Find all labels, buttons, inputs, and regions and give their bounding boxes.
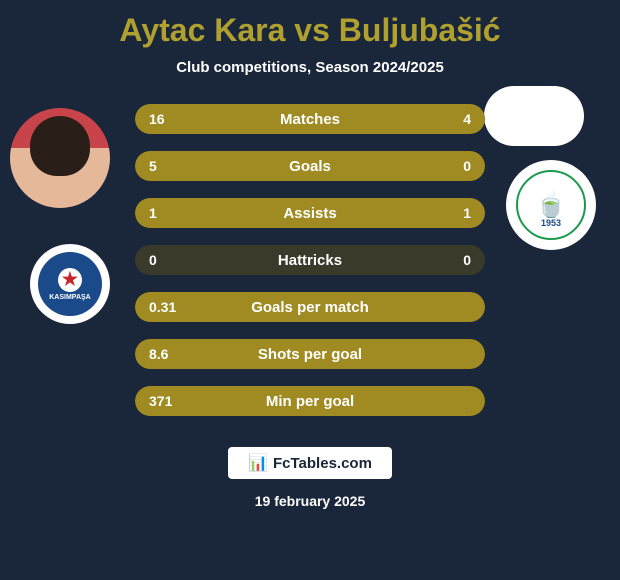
stat-row: 1Assists1: [135, 198, 485, 228]
club-badge-left: KASIMPAŞA: [30, 244, 110, 324]
stat-value-right: 4: [463, 111, 471, 127]
stat-row: 371Min per goal: [135, 386, 485, 416]
stat-label: Goals: [135, 158, 485, 175]
page-title: Aytac Kara vs Buljubašić: [119, 12, 500, 49]
stat-row: 0Hattricks0: [135, 245, 485, 275]
footer-date: 19 february 2025: [255, 493, 366, 509]
stat-label: Shots per goal: [135, 346, 485, 363]
stat-row: 16Matches4: [135, 104, 485, 134]
stat-bars: 16Matches45Goals01Assists10Hattricks00.3…: [135, 104, 485, 416]
stat-label: Min per goal: [135, 393, 485, 410]
stat-label: Goals per match: [135, 299, 485, 316]
footer-brand-text: FcTables.com: [273, 455, 372, 472]
stat-label: Assists: [135, 205, 485, 222]
stat-value-right: 1: [463, 205, 471, 221]
stat-row: 8.6Shots per goal: [135, 339, 485, 369]
club-badge-left-text: KASIMPAŞA: [49, 294, 90, 301]
stat-value-right: 0: [463, 158, 471, 174]
club-badge-right: 1953: [506, 160, 596, 250]
club-badge-right-year: 1953: [541, 218, 561, 228]
player-right-avatar: [484, 86, 584, 146]
stats-area: KASIMPAŞA 1953 16Matches4 5Goals0 1Assists…: [0, 104, 620, 433]
stat-value-right: 0: [463, 252, 471, 268]
stat-label: Matches: [135, 111, 485, 128]
footer-brand-badge: 📊 FcTables.com: [228, 447, 392, 479]
stat-row: 5Goals0: [135, 151, 485, 181]
stat-label: Hattricks: [135, 252, 485, 269]
player-left-avatar: [10, 108, 110, 208]
chart-icon: 📊: [248, 453, 268, 473]
stat-row: 0.31Goals per match: [135, 292, 485, 322]
subtitle: Club competitions, Season 2024/2025: [176, 59, 444, 76]
